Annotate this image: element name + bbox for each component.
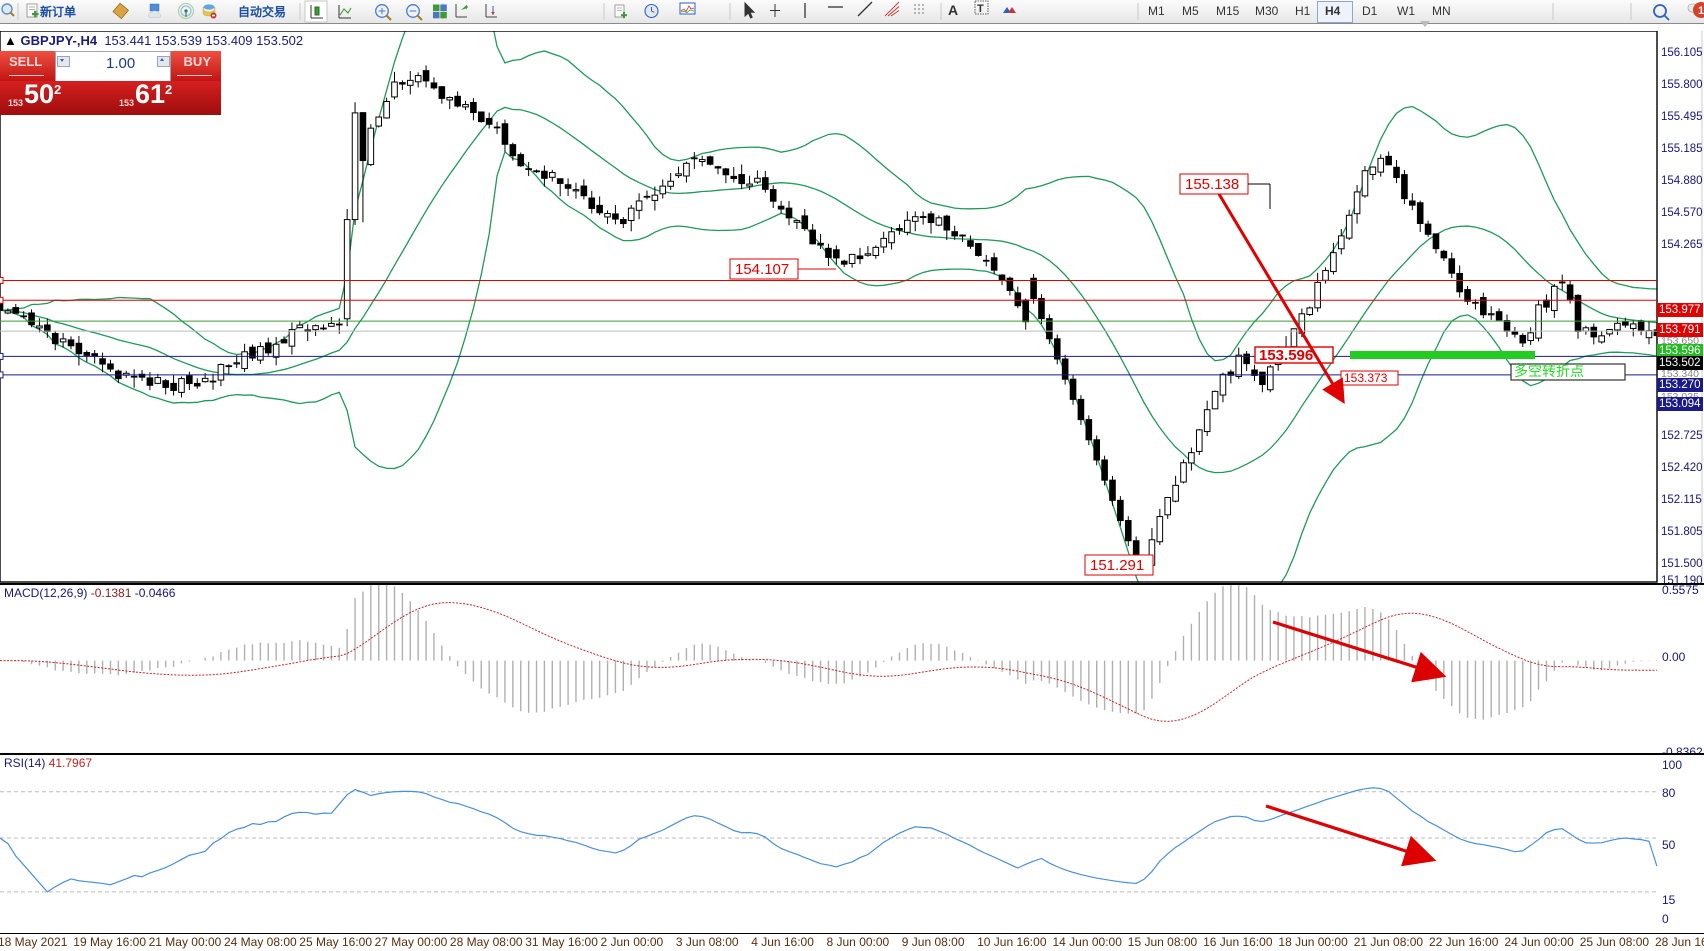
svg-text:1: 1	[1698, 5, 1704, 17]
svg-text:T: T	[977, 3, 984, 15]
svg-text:154.107: 154.107	[735, 261, 789, 278]
svg-text:155.138: 155.138	[1185, 176, 1239, 193]
svg-text:153.596: 153.596	[1259, 347, 1313, 364]
svg-text:151.291: 151.291	[1090, 557, 1144, 574]
svg-text:A: A	[948, 2, 958, 18]
svg-text:多空转折点: 多空转折点	[1514, 363, 1584, 379]
svg-text:153.373: 153.373	[1344, 371, 1388, 385]
